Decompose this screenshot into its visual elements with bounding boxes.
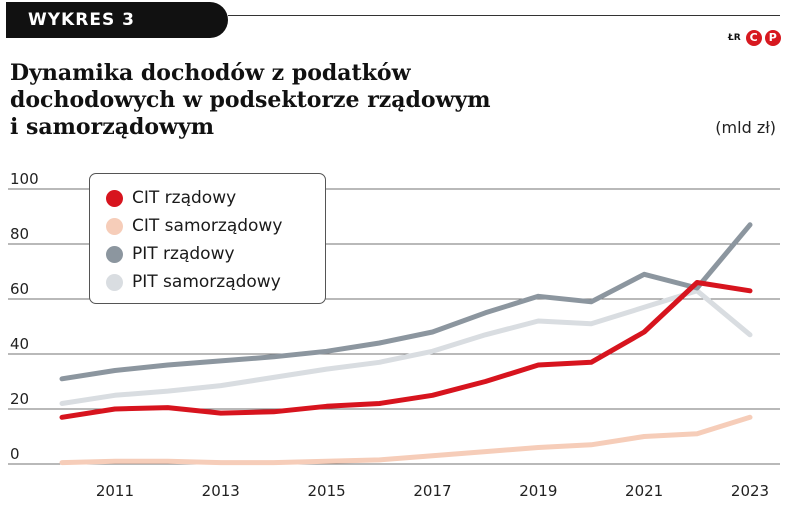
legend-label-cit-local: CIT samorządowy <box>132 216 283 236</box>
logo-text: ŁR <box>728 33 741 43</box>
legend-item-pit-gov: PIT rządowy <box>106 240 325 268</box>
legend-dot-cit-gov <box>106 189 123 207</box>
header-rule <box>228 15 780 16</box>
legend-dot-pit-gov <box>106 245 123 263</box>
x-tick-label-2013: 2013 <box>202 482 240 500</box>
x-tick-label-2019: 2019 <box>519 482 557 500</box>
y-tick-label-20: 20 <box>10 390 29 408</box>
legend-dot-cit-local <box>106 217 123 235</box>
series-line-1 <box>59 414 753 466</box>
y-tick-label-0: 0 <box>10 445 20 463</box>
logo-c-mark: C <box>745 30 762 46</box>
legend-item-cit-local: CIT samorządowy <box>106 212 325 240</box>
legend-dot-pit-local <box>106 273 123 291</box>
y-axis-ticks: 0 20 40 60 80 100 <box>10 170 39 463</box>
chart-number-badge: WYKRES 3 <box>6 2 228 38</box>
series-line-3 <box>59 288 753 406</box>
legend-label-cit-gov: CIT rządowy <box>132 188 237 208</box>
x-tick-label-2021: 2021 <box>625 482 663 500</box>
legend: CIT rządowy CIT samorządowy PIT rządowy … <box>89 173 326 304</box>
legend-item-cit-gov: CIT rządowy <box>106 184 325 212</box>
legend-item-pit-local: PIT samorządowy <box>106 268 325 296</box>
y-tick-label-60: 60 <box>10 280 29 298</box>
y-tick-label-40: 40 <box>10 335 29 353</box>
legend-label-pit-local: PIT samorządowy <box>132 272 281 292</box>
series-lines <box>59 222 753 466</box>
title-line-2: dochodowych w podsektorze rządowym <box>10 87 491 113</box>
title-line-3: i samorządowym <box>10 114 215 140</box>
series-line-0 <box>59 280 753 420</box>
chart-title: Dynamika dochodów z podatków dochodowych… <box>10 60 530 141</box>
title-line-1: Dynamika dochodów z podatków <box>10 60 411 86</box>
unit-label: (mld zł) <box>715 118 776 137</box>
x-tick-label-2023: 2023 <box>731 482 769 500</box>
x-tick-label-2015: 2015 <box>308 482 346 500</box>
logo-p-mark: P <box>764 30 781 46</box>
series-line-2 <box>59 222 753 382</box>
x-axis-ticks: 2011 2013 2015 2017 2019 2021 2023 <box>96 482 769 500</box>
publisher-logo: ŁR C P <box>728 28 781 48</box>
y-tick-label-100: 100 <box>10 170 39 188</box>
x-tick-label-2017: 2017 <box>413 482 451 500</box>
y-tick-label-80: 80 <box>10 225 29 243</box>
x-tick-label-2011: 2011 <box>96 482 134 500</box>
legend-label-pit-gov: PIT rządowy <box>132 244 235 264</box>
